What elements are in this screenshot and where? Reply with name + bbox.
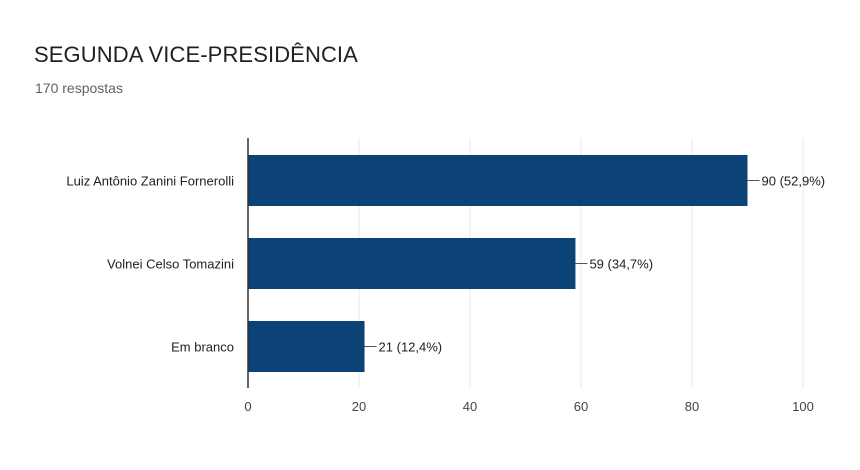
response-count: 170 respostas xyxy=(35,80,123,96)
data-label: 59 (34,7%) xyxy=(589,257,653,272)
x-tick-label: 40 xyxy=(463,399,477,414)
bar xyxy=(248,238,576,289)
category-label: Luiz Antônio Zanini Fornerolli xyxy=(66,174,234,189)
x-tick-label: 0 xyxy=(244,399,251,414)
x-tick-label: 60 xyxy=(574,399,588,414)
x-tick-label: 20 xyxy=(352,399,366,414)
x-tick-label: 100 xyxy=(792,399,814,414)
category-label: Em branco xyxy=(171,340,234,355)
bar xyxy=(248,155,748,206)
x-tick-label: 80 xyxy=(685,399,699,414)
chart-title: SEGUNDA VICE-PRESIDÊNCIA xyxy=(34,42,358,67)
data-label: 21 (12,4%) xyxy=(379,340,443,355)
bar xyxy=(248,321,365,372)
labels: 0 20 40 60 80 100 90 (52,9%) Luiz Antônio Zanin… xyxy=(66,174,825,415)
data-label: 90 (52,9%) xyxy=(762,174,826,189)
bars xyxy=(248,155,748,372)
category-label: Volnei Celso Tomazini xyxy=(107,257,234,272)
